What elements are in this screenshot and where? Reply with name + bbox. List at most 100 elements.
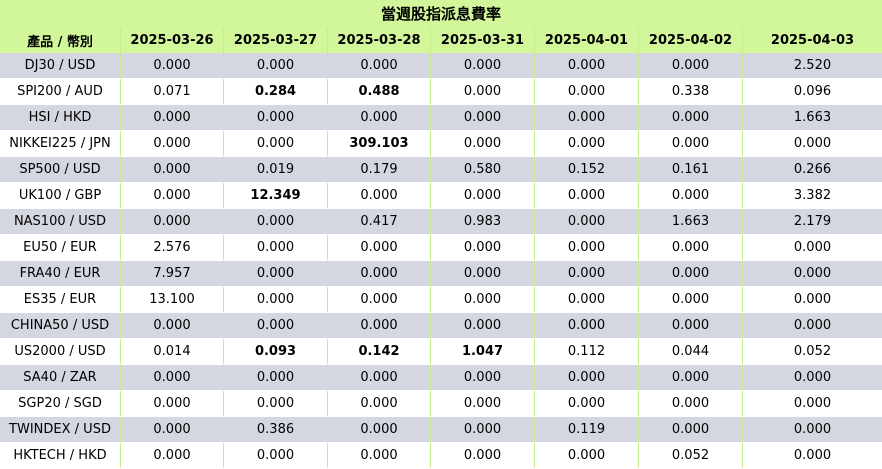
rate-cell: 0.000 [121,157,224,182]
rate-cell: 0.000 [224,443,328,468]
rate-cell: 3.382 [743,183,882,208]
rate-cell: 0.000 [121,365,224,390]
header-date: 2025-04-02 [639,27,743,53]
rate-cell: 0.096 [743,79,882,104]
rate-cell: 0.266 [743,157,882,182]
rate-cell: 0.000 [743,235,882,260]
table-row: ES35 / EUR 13.100 0.000 0.000 0.000 0.000 0.00… [0,287,882,312]
table-row: CHINA50 / USD 0.000 0.000 0.000 0.000 0.000 0.… [0,313,882,338]
rate-cell: 0.000 [535,287,639,312]
rate-cell: 0.000 [535,79,639,104]
rate-cell: 0.152 [535,157,639,182]
table-row: EU50 / EUR 2.576 0.000 0.000 0.000 0.000 0.000… [0,235,882,260]
rate-cell: 0.000 [639,287,743,312]
rate-cell: 0.000 [743,261,882,286]
rate-cell: 309.103 [328,131,431,156]
rate-cell: 0.000 [535,183,639,208]
rate-cell: 0.000 [224,391,328,416]
rate-cell: 0.000 [743,443,882,468]
header-date: 2025-03-27 [224,27,328,53]
table-row: DJ30 / USD 0.000 0.000 0.000 0.000 0.000 0.000… [0,53,882,78]
rate-cell: 0.000 [121,105,224,130]
rate-cell: 1.663 [743,105,882,130]
table-header: 產品 / 幣別 2025-03-26 2025-03-27 2025-03-28… [0,27,882,53]
header-date: 2025-03-28 [328,27,431,53]
rate-cell: 0.284 [224,79,328,104]
rate-cell: 0.000 [328,313,431,338]
rate-cell: 0.000 [328,235,431,260]
product-cell: EU50 / EUR [0,235,121,260]
rate-cell: 0.000 [121,131,224,156]
rate-cell: 0.000 [431,79,535,104]
rate-cell: 0.000 [535,235,639,260]
rate-cell: 0.000 [743,131,882,156]
product-cell: HKTECH / HKD [0,443,121,468]
product-cell: SA40 / ZAR [0,365,121,390]
rate-cell: 0.000 [535,261,639,286]
rate-cell: 0.000 [535,209,639,234]
header-date: 2025-03-31 [431,27,535,53]
rate-cell: 0.093 [224,339,328,364]
rate-cell: 2.576 [121,235,224,260]
rate-cell: 0.000 [121,417,224,442]
rate-cell: 0.000 [431,53,535,78]
rate-cell: 0.142 [328,339,431,364]
rate-cell: 0.000 [431,183,535,208]
product-cell: NIKKEI225 / JPN [0,131,121,156]
rate-cell: 0.179 [328,157,431,182]
rate-cell: 0.983 [431,209,535,234]
product-cell: US2000 / USD [0,339,121,364]
product-cell: TWINDEX / USD [0,417,121,442]
rate-cell: 0.000 [328,417,431,442]
product-cell: SPI200 / AUD [0,79,121,104]
rate-cell: 0.338 [639,79,743,104]
rate-cell: 0.000 [328,287,431,312]
rate-cell: 0.000 [639,105,743,130]
product-cell: UK100 / GBP [0,183,121,208]
rate-cell: 0.000 [639,261,743,286]
rate-cell: 0.052 [639,443,743,468]
product-cell: HSI / HKD [0,105,121,130]
product-cell: DJ30 / USD [0,53,121,78]
rate-cell: 0.000 [431,313,535,338]
rate-cell: 0.000 [328,365,431,390]
header-date: 2025-04-03 [770,32,855,48]
rate-cell: 0.000 [121,391,224,416]
rate-cell: 0.000 [224,313,328,338]
rate-cell: 0.000 [431,131,535,156]
rate-cell: 0.000 [639,417,743,442]
rate-cell: 0.000 [328,105,431,130]
rate-cell: 0.000 [743,365,882,390]
rate-cell: 2.179 [743,209,882,234]
rate-cell: 0.014 [121,339,224,364]
rate-cell: 0.000 [639,313,743,338]
table-row: SP500 / USD 0.000 0.019 0.179 0.580 0.152 0.16… [0,157,882,182]
table-row: SGP20 / SGD 0.000 0.000 0.000 0.000 0.000 0.00… [0,391,882,416]
table-body: DJ30 / USD 0.000 0.000 0.000 0.000 0.000 0.000… [0,53,882,469]
product-cell: NAS100 / USD [0,209,121,234]
rate-cell: 0.000 [328,261,431,286]
rate-cell: 0.052 [743,339,882,364]
rate-cell: 0.000 [535,365,639,390]
rate-cell: 0.000 [431,365,535,390]
rate-cell: 0.000 [328,391,431,416]
rate-cell: 0.161 [639,157,743,182]
rate-cell: 0.488 [328,79,431,104]
rate-cell: 0.112 [535,339,639,364]
rate-cell: 0.000 [121,53,224,78]
rate-cell: 0.000 [121,443,224,468]
table-row: US2000 / USD 0.014 0.093 0.142 1.047 0.112 0.0… [0,339,882,364]
table-row: SA40 / ZAR 0.000 0.000 0.000 0.000 0.000 0.000… [0,365,882,390]
table-row: TWINDEX / USD 0.000 0.386 0.000 0.000 0.119 0.… [0,417,882,442]
rate-cell: 0.000 [224,53,328,78]
product-cell: FRA40 / EUR [0,261,121,286]
rate-cell: 0.000 [431,235,535,260]
product-cell: SGP20 / SGD [0,391,121,416]
product-cell: CHINA50 / USD [0,313,121,338]
table-row: HKTECH / HKD 0.000 0.000 0.000 0.000 0.000 0.0… [0,443,882,468]
rate-cell: 0.000 [639,365,743,390]
header-date: 2025-03-26 [121,27,224,53]
rate-cell: 0.000 [535,313,639,338]
rate-cell: 0.000 [224,235,328,260]
